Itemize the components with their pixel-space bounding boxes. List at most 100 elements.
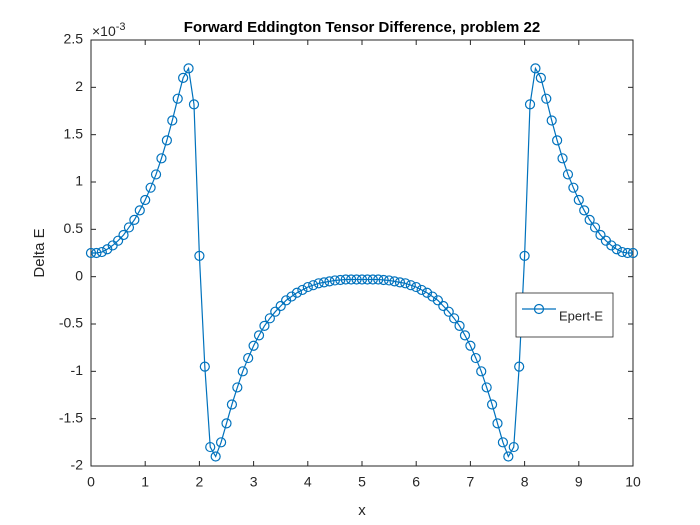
data-marker [340, 274, 351, 285]
data-marker [552, 135, 563, 146]
x-tick-label: 7 [467, 474, 475, 490]
legend-box [515, 292, 614, 338]
data-marker [167, 115, 178, 126]
data-marker [161, 135, 172, 146]
y-tick-label: 2.5 [64, 31, 84, 47]
data-marker [145, 182, 156, 193]
data-marker [411, 281, 422, 293]
data-marker [573, 194, 584, 206]
x-axis-label: x [358, 502, 366, 519]
data-line [91, 66, 633, 458]
data-marker [281, 295, 292, 306]
data-marker [595, 229, 606, 241]
data-marker [297, 284, 308, 296]
data-marker [102, 244, 113, 255]
y-tick-label: -0.5 [59, 315, 83, 331]
data-marker [421, 287, 433, 298]
data-marker [85, 247, 97, 259]
data-marker [546, 115, 557, 126]
data-marker [438, 300, 449, 312]
data-marker [557, 153, 568, 164]
data-marker [243, 352, 254, 364]
data-marker [378, 274, 389, 286]
data-marker [589, 222, 601, 233]
data-marker [356, 274, 368, 285]
data-marker [237, 366, 248, 377]
data-marker [416, 284, 427, 296]
data-marker [373, 274, 384, 285]
data-marker [514, 361, 525, 372]
data-marker [617, 246, 628, 258]
data-marker [96, 246, 107, 258]
y-multiplier: ×10-3 [92, 21, 126, 39]
x-tick-label: 8 [521, 474, 529, 490]
data-marker [405, 280, 416, 291]
data-marker [541, 93, 552, 104]
y-multiplier-base: ×10 [92, 23, 116, 39]
data-marker [524, 99, 536, 110]
data-marker [313, 278, 324, 289]
data-marker [465, 340, 476, 351]
x-tick-label: 2 [196, 474, 204, 490]
legend-marker [533, 303, 545, 315]
data-marker [112, 235, 124, 246]
y-multiplier-exponent: -3 [116, 21, 126, 33]
data-marker [497, 437, 509, 448]
data-marker [579, 205, 590, 216]
data-marker [454, 320, 465, 331]
data-marker [449, 313, 460, 324]
data-marker [486, 399, 498, 410]
data-marker [91, 247, 102, 259]
y-axis-label: Delta E [31, 228, 48, 277]
data-marker [199, 361, 210, 372]
y-tick-label: 1 [75, 173, 83, 189]
data-marker [302, 281, 313, 293]
data-marker [210, 451, 221, 462]
x-tick-label: 5 [358, 474, 366, 490]
data-marker [584, 214, 595, 225]
data-marker [535, 72, 546, 83]
data-marker [140, 194, 151, 206]
data-marker [394, 277, 406, 288]
y-tick-label: 1.5 [64, 125, 84, 141]
data-marker [226, 399, 238, 410]
data-marker [275, 300, 286, 312]
data-marker [172, 93, 183, 104]
data-marker [129, 214, 140, 225]
data-marker [123, 222, 135, 233]
data-marker [335, 274, 346, 286]
data-marker [308, 280, 319, 291]
data-marker [627, 247, 639, 259]
data-marker [351, 274, 362, 285]
data-marker [215, 437, 227, 448]
data-marker [183, 63, 194, 74]
data-marker [389, 276, 400, 287]
legend-label: Epert-E [559, 308, 603, 323]
x-tick-label: 10 [625, 474, 641, 490]
data-marker [443, 306, 454, 317]
y-tick-label: 0 [75, 267, 83, 283]
y-tick-label: -2 [71, 457, 84, 473]
data-marker [606, 240, 617, 251]
data-marker [519, 250, 530, 261]
data-marker [270, 306, 281, 317]
data-marker [188, 99, 200, 110]
data-marker [622, 247, 633, 259]
data-marker [118, 229, 129, 241]
y-tick-label: 2 [75, 78, 83, 94]
data-marker [400, 278, 411, 289]
data-marker [286, 291, 297, 302]
data-marker [329, 275, 340, 286]
data-marker [481, 382, 492, 393]
data-marker [318, 277, 330, 288]
y-tick-label: 0.5 [64, 220, 84, 236]
data-marker [568, 182, 579, 193]
data-marker [291, 287, 303, 298]
data-marker [324, 276, 335, 287]
x-tick-label: 4 [304, 474, 312, 490]
data-marker [362, 274, 373, 285]
x-tick-label: 0 [87, 474, 95, 490]
